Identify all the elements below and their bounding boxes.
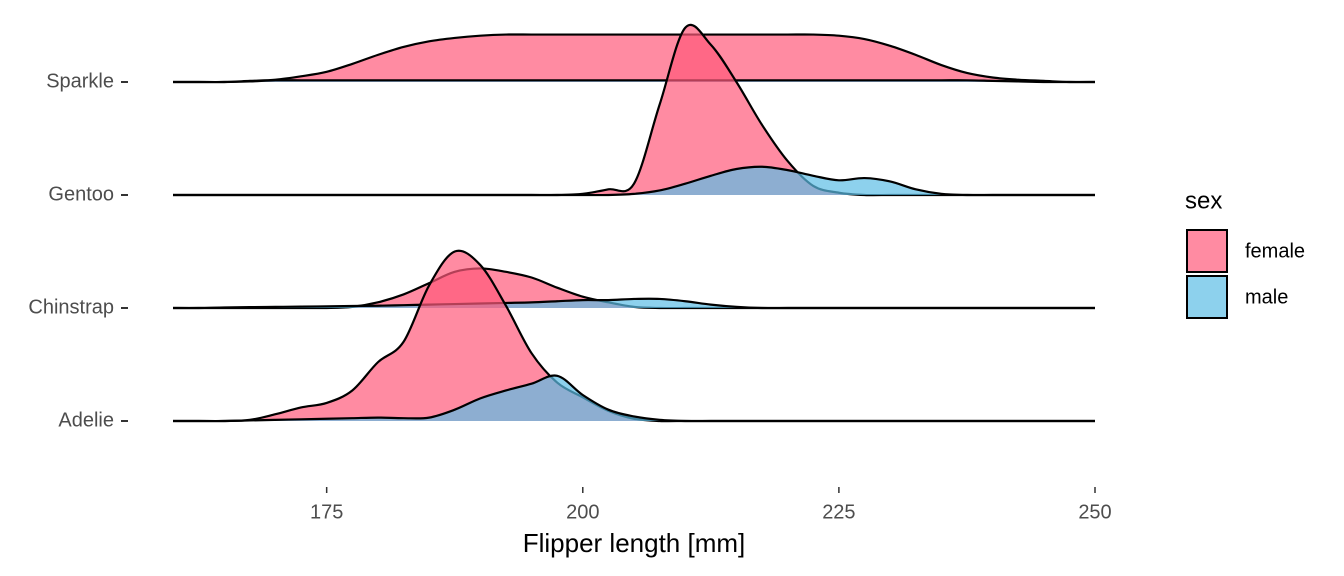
y-tick-label: Chinstrap [28, 296, 114, 318]
density-line [173, 165, 1095, 197]
density-line [173, 79, 1095, 84]
density-line [172, 249, 1095, 423]
x-tick-label: 175 [310, 501, 343, 523]
density-area [173, 166, 1095, 196]
x-tick-label: 250 [1078, 501, 1111, 523]
density-line [173, 33, 1096, 84]
legend-label: female [1245, 240, 1305, 262]
y-tick-label: Gentoo [48, 183, 114, 205]
legend-title: sex [1185, 187, 1222, 214]
x-tick-label: 225 [822, 501, 855, 523]
legend-label: male [1245, 286, 1288, 308]
density-line [172, 374, 1095, 423]
density-line [172, 297, 1095, 310]
x-tick-label: 200 [566, 501, 599, 523]
legend-key [1186, 275, 1228, 319]
density-area [173, 250, 1095, 422]
density-area [173, 34, 1095, 83]
x-axis-label: Flipper length [mm] [523, 528, 746, 558]
legend-key [1186, 229, 1228, 273]
y-tick-label: Adelie [58, 409, 114, 431]
y-tick-label: Sparkle [46, 70, 114, 92]
density-area [173, 268, 1095, 309]
